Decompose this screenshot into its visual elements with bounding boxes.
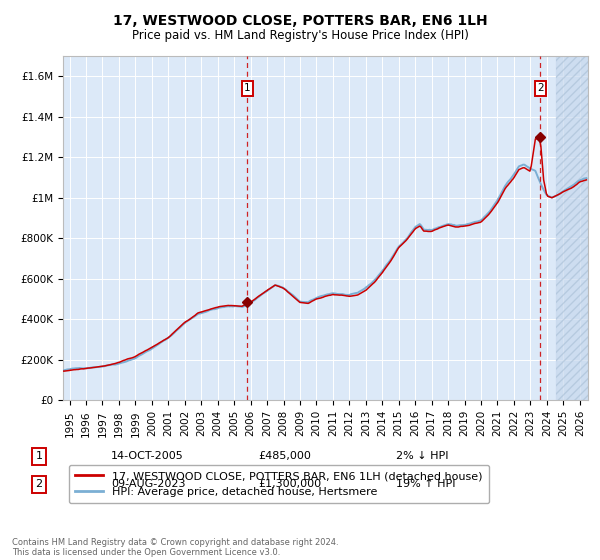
- Text: 2% ↓ HPI: 2% ↓ HPI: [396, 451, 449, 461]
- Text: £485,000: £485,000: [258, 451, 311, 461]
- Bar: [556, 56, 588, 400]
- Text: 1: 1: [244, 83, 250, 94]
- Text: 19% ↑ HPI: 19% ↑ HPI: [396, 479, 455, 489]
- Text: 17, WESTWOOD CLOSE, POTTERS BAR, EN6 1LH: 17, WESTWOOD CLOSE, POTTERS BAR, EN6 1LH: [113, 14, 487, 28]
- Text: 2: 2: [35, 479, 43, 489]
- Text: 09-AUG-2023: 09-AUG-2023: [111, 479, 185, 489]
- Text: Price paid vs. HM Land Registry's House Price Index (HPI): Price paid vs. HM Land Registry's House …: [131, 29, 469, 42]
- Text: £1,300,000: £1,300,000: [258, 479, 321, 489]
- Bar: [556, 56, 588, 400]
- Legend: 17, WESTWOOD CLOSE, POTTERS BAR, EN6 1LH (detached house), HPI: Average price, d: 17, WESTWOOD CLOSE, POTTERS BAR, EN6 1LH…: [68, 464, 489, 503]
- Text: 14-OCT-2005: 14-OCT-2005: [111, 451, 184, 461]
- Text: 1: 1: [35, 451, 43, 461]
- Text: 2: 2: [537, 83, 544, 94]
- Text: Contains HM Land Registry data © Crown copyright and database right 2024.
This d: Contains HM Land Registry data © Crown c…: [12, 538, 338, 557]
